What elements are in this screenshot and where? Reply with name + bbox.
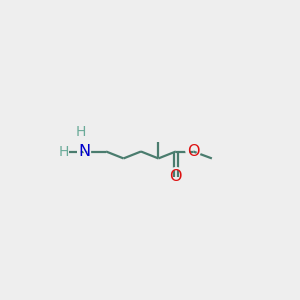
Text: O: O <box>187 144 200 159</box>
Text: H: H <box>52 142 69 161</box>
Text: H: H <box>58 145 69 158</box>
Text: N: N <box>78 144 90 159</box>
Text: O: O <box>184 142 202 161</box>
Text: O: O <box>167 167 185 187</box>
Text: H: H <box>72 120 88 139</box>
Text: H: H <box>75 125 86 139</box>
Text: O: O <box>169 169 182 184</box>
Text: N: N <box>75 142 93 161</box>
